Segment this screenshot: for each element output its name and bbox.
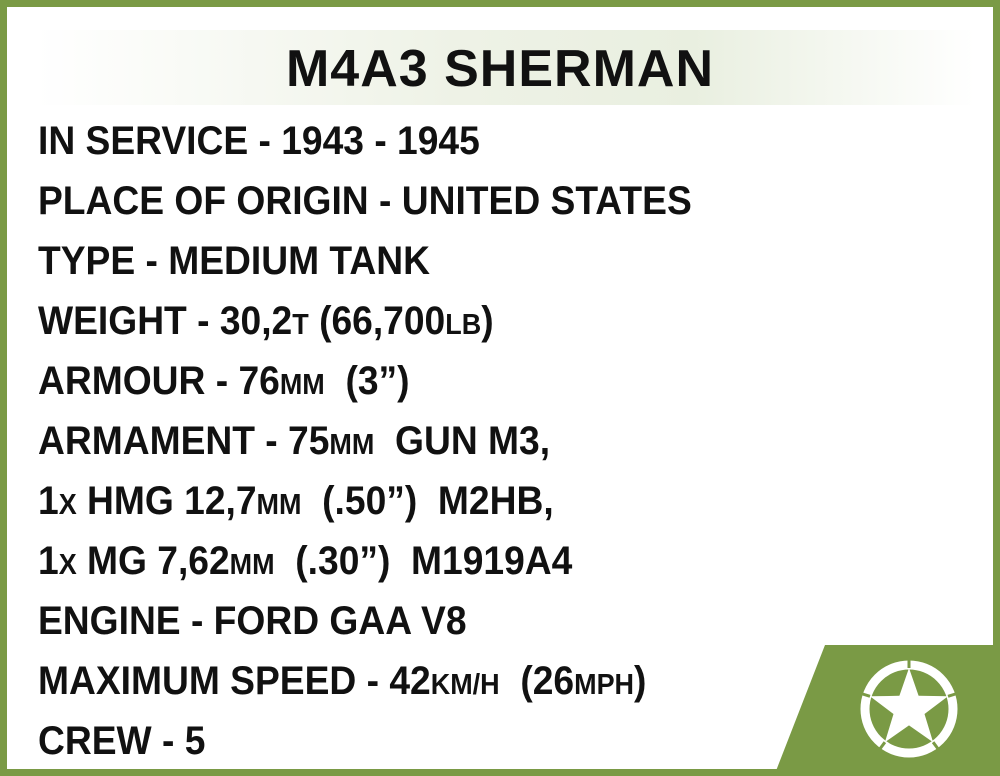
spec-unit: T	[292, 309, 309, 341]
spec-line: MAXIMUM SPEED - 42KM/H (26MPH)	[38, 651, 692, 711]
spec-unit: X	[58, 549, 77, 581]
spec-text: )	[634, 659, 647, 703]
spec-text: GUN M3,	[374, 419, 551, 463]
spec-text: (.50”) M2HB,	[301, 479, 554, 523]
spec-unit: MM	[229, 549, 275, 581]
spec-line: ARMAMENT - 75MM GUN M3,	[38, 411, 692, 471]
page-title: M4A3 SHERMAN	[285, 40, 715, 98]
spec-text: PLACE OF ORIGIN - UNITED STATES	[38, 179, 692, 223]
spec-text: ENGINE - FORD GAA V8	[38, 599, 467, 643]
spec-text: 1	[38, 479, 59, 523]
spec-text: WEIGHT - 30,2	[38, 299, 293, 343]
spec-text: ARMOUR - 76	[38, 359, 280, 403]
spec-text: TYPE - MEDIUM TANK	[38, 239, 430, 283]
spec-unit: LB	[445, 309, 482, 341]
spec-text: )	[481, 299, 494, 343]
spec-text: IN SERVICE - 1943 - 1945	[38, 119, 480, 163]
spec-line: TYPE - MEDIUM TANK	[38, 231, 692, 291]
spec-unit: MM	[256, 489, 302, 521]
spec-line: CREW - 5	[38, 711, 692, 769]
spec-text: (26	[499, 659, 575, 703]
spec-card: M4A3 SHERMAN IN SERVICE - 1943 - 1945 PLA…	[7, 7, 993, 769]
spec-line: 1X HMG 12,7MM (.50”) M2HB,	[38, 471, 692, 531]
spec-text: (66,700	[308, 299, 446, 343]
title-band	[35, 30, 975, 105]
spec-list: IN SERVICE - 1943 - 1945 PLACE OF ORIGIN …	[38, 111, 741, 769]
spec-text: (.30”) M1919A4	[274, 539, 573, 583]
spec-unit: MPH	[574, 669, 635, 701]
spec-line: IN SERVICE - 1943 - 1945	[38, 111, 692, 171]
spec-line: ARMOUR - 76MM (3”)	[38, 351, 692, 411]
spec-line: WEIGHT - 30,2T (66,700LB)	[38, 291, 692, 351]
spec-text: CREW - 5	[38, 719, 206, 763]
spec-line: 1X MG 7,62MM (.30”) M1919A4	[38, 531, 692, 591]
spec-text: MG 7,62	[76, 539, 230, 583]
spec-text: HMG 12,7	[76, 479, 257, 523]
spec-text: ARMAMENT - 75	[38, 419, 330, 463]
spec-text: MAXIMUM SPEED - 42	[38, 659, 431, 703]
spec-unit: KM/H	[430, 669, 500, 701]
spec-unit: MM	[279, 369, 325, 401]
spec-text: 1	[38, 539, 59, 583]
spec-text: (3”)	[324, 359, 410, 403]
spec-unit: MM	[329, 429, 375, 461]
spec-unit: X	[58, 489, 77, 521]
spec-line: PLACE OF ORIGIN - UNITED STATES	[38, 171, 692, 231]
spec-line: ENGINE - FORD GAA V8	[38, 591, 692, 651]
